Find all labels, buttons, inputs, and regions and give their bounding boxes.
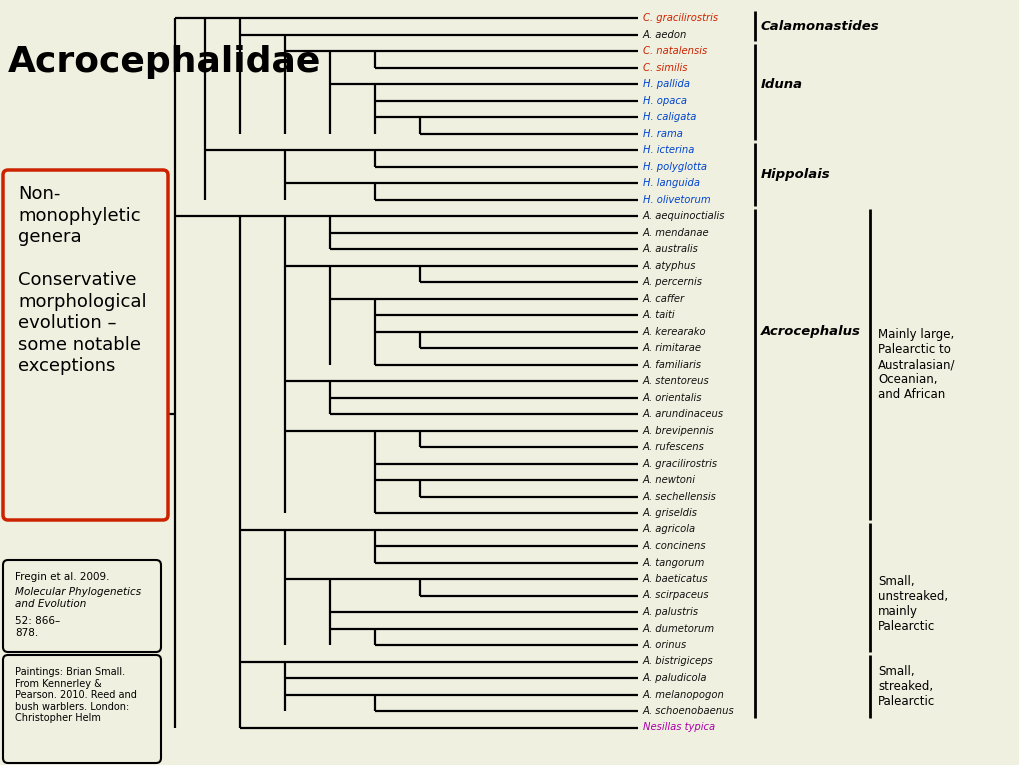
Text: Nesillas typica: Nesillas typica xyxy=(642,722,714,733)
Text: A. percernis: A. percernis xyxy=(642,277,702,287)
Text: H. pallida: H. pallida xyxy=(642,79,689,89)
Text: A. aequinoctialis: A. aequinoctialis xyxy=(642,211,725,221)
Text: Iduna: Iduna xyxy=(760,77,802,90)
Text: Non-
monophyletic
genera

Conservative
morphological
evolution –
some notable
ex: Non- monophyletic genera Conservative mo… xyxy=(18,185,147,375)
Text: H. olivetorum: H. olivetorum xyxy=(642,194,710,204)
Text: H. rama: H. rama xyxy=(642,129,682,138)
Text: H. languida: H. languida xyxy=(642,178,699,188)
Text: A. griseldis: A. griseldis xyxy=(642,508,697,518)
Text: Fregin et al. 2009.: Fregin et al. 2009. xyxy=(15,572,109,582)
Text: A. gracilirostris: A. gracilirostris xyxy=(642,458,717,468)
Text: Acrocephalus: Acrocephalus xyxy=(760,325,860,338)
Text: A. mendanae: A. mendanae xyxy=(642,227,709,237)
Text: A. melanopogon: A. melanopogon xyxy=(642,689,725,699)
Text: A. sechellensis: A. sechellensis xyxy=(642,491,716,502)
FancyBboxPatch shape xyxy=(3,170,168,520)
Text: A. orinus: A. orinus xyxy=(642,640,687,650)
Text: A. rufescens: A. rufescens xyxy=(642,442,704,452)
Text: A. dumetorum: A. dumetorum xyxy=(642,623,714,633)
Text: A. scirpaceus: A. scirpaceus xyxy=(642,591,709,601)
Text: Hippolais: Hippolais xyxy=(760,168,829,181)
Text: A. caffer: A. caffer xyxy=(642,294,685,304)
Text: A. arundinaceus: A. arundinaceus xyxy=(642,409,723,419)
Text: A. kerearako: A. kerearako xyxy=(642,327,706,337)
Text: Calamonastides: Calamonastides xyxy=(760,20,878,33)
Text: Molecular Phylogenetics
and Evolution: Molecular Phylogenetics and Evolution xyxy=(15,587,141,609)
Text: A. aedon: A. aedon xyxy=(642,30,687,40)
Text: A. atyphus: A. atyphus xyxy=(642,261,696,271)
Text: Acrocephalidae: Acrocephalidae xyxy=(8,45,321,79)
Text: H. opaca: H. opaca xyxy=(642,96,687,106)
FancyBboxPatch shape xyxy=(3,560,161,652)
Text: Small,
unstreaked,
mainly
Palearctic: Small, unstreaked, mainly Palearctic xyxy=(877,575,948,633)
Text: A. baeticatus: A. baeticatus xyxy=(642,574,708,584)
Text: Mainly large,
Palearctic to
Australasian/
Oceanian,
and African: Mainly large, Palearctic to Australasian… xyxy=(877,328,955,401)
Text: A. tangorum: A. tangorum xyxy=(642,558,705,568)
Text: A. brevipennis: A. brevipennis xyxy=(642,425,714,435)
Text: H. polyglotta: H. polyglotta xyxy=(642,161,706,171)
Text: A. concinens: A. concinens xyxy=(642,541,706,551)
Text: A. palustris: A. palustris xyxy=(642,607,698,617)
FancyBboxPatch shape xyxy=(3,655,161,763)
Text: A. rimitarae: A. rimitarae xyxy=(642,343,701,353)
Text: H. icterina: H. icterina xyxy=(642,145,694,155)
Text: A. taiti: A. taiti xyxy=(642,310,675,320)
Text: C. similis: C. similis xyxy=(642,63,687,73)
Text: A. familiaris: A. familiaris xyxy=(642,360,701,369)
Text: Small,
streaked,
Palearctic: Small, streaked, Palearctic xyxy=(877,665,934,708)
Text: A. paludicola: A. paludicola xyxy=(642,673,707,683)
Text: A. agricola: A. agricola xyxy=(642,525,695,535)
Text: C. gracilirostris: C. gracilirostris xyxy=(642,13,717,23)
Text: H. caligata: H. caligata xyxy=(642,112,696,122)
Text: A. orientalis: A. orientalis xyxy=(642,392,702,402)
Text: Paintings: Brian Small.
From Kennerley &
Pearson. 2010. Reed and
bush warblers. : Paintings: Brian Small. From Kennerley &… xyxy=(15,667,137,724)
Text: A. stentoreus: A. stentoreus xyxy=(642,376,709,386)
Text: 52: 866–
878.: 52: 866– 878. xyxy=(15,616,60,637)
Text: A. newtoni: A. newtoni xyxy=(642,475,695,485)
Text: A. australis: A. australis xyxy=(642,244,698,254)
Text: A. bistrigiceps: A. bistrigiceps xyxy=(642,656,713,666)
Text: A. schoenobaenus: A. schoenobaenus xyxy=(642,706,734,716)
Text: C. natalensis: C. natalensis xyxy=(642,46,706,56)
